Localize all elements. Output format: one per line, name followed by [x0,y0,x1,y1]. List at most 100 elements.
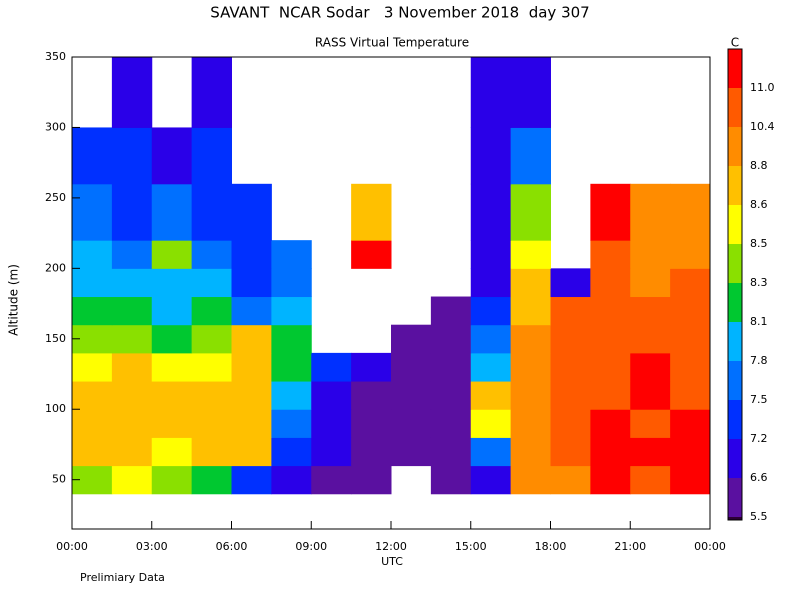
heat-cell [231,381,272,410]
y-tick-label: 200 [45,261,66,274]
heat-cell [590,183,631,241]
heat-cell [430,437,472,467]
heat-cell [311,409,352,438]
heat-cell [151,268,193,298]
heat-cell [271,296,312,326]
heat-cell [670,324,711,354]
heat-cell [111,296,153,326]
heat-cell [151,437,193,467]
heat-cell [72,240,113,269]
colorbar-segment [728,49,742,88]
heat-cell [391,437,432,467]
heat-cell [670,183,711,241]
heat-cell [231,352,272,382]
colorbar-frame [727,48,743,521]
heat-cell [590,465,631,495]
y-tick-label: 300 [45,120,66,133]
heat-cell [470,240,512,269]
heat-cell [550,437,591,467]
colorbar-segment [728,322,742,361]
colorbar-segment [728,205,742,244]
heat-cell [111,57,153,128]
heat-cell [470,381,512,410]
x-tick-label: 06:00 [216,540,248,553]
heat-cell [550,324,591,354]
chart-subtitle: RASS Virtual Temperature [315,36,469,50]
heat-cell [111,409,153,438]
heat-cell [430,381,472,410]
heat-cell [630,352,671,382]
x-tick-label: 00:00 [56,540,88,553]
heat-cell [151,409,193,438]
heat-cell [510,465,551,495]
heat-cell [271,409,312,438]
heat-cell [470,127,512,185]
heat-cell [630,437,671,467]
heat-cell [630,240,671,269]
heat-cell [510,240,551,269]
colorbar-tick-label: 6.6 [750,471,768,484]
heat-cell [351,352,392,382]
y-axis-label: Altitude (m) [7,264,21,336]
heat-cell [670,296,711,326]
heat-cell [72,296,113,326]
colorbar-segment [728,283,742,322]
heat-cell [271,352,312,382]
heat-cell [151,324,193,354]
x-axis-label: UTC [381,555,403,568]
heat-cell [191,465,232,495]
colorbar-tick-label: 8.5 [750,237,768,250]
y-tick-label: 150 [45,332,66,345]
colorbar-tick-label: 5.5 [750,510,768,523]
colorbar-segment [728,88,742,127]
heat-cell [470,324,512,354]
heat-cell [590,352,631,382]
heat-cell [670,409,711,438]
colorbar-tick-label: 10.4 [750,120,775,133]
heat-cell [630,268,671,298]
heat-cell [510,296,551,326]
heat-cell [151,352,193,382]
heat-cell [191,437,232,467]
heat-cell [231,437,272,467]
heat-cell [670,437,711,467]
x-tick-label: 12:00 [375,540,407,553]
x-tick-label: 00:00 [694,540,726,553]
heat-cell [231,240,272,269]
heat-cell [191,296,232,326]
heat-cell [151,240,193,269]
y-tick-label: 350 [45,50,66,63]
heat-cell [590,240,631,269]
heat-cell [191,324,232,354]
colorbar-segment [728,127,742,166]
colorbar-tick-label: 7.8 [750,354,768,367]
heat-cell [72,183,113,241]
heat-cell [311,437,352,467]
heat-cell [191,268,232,298]
colorbar-segment [728,166,742,205]
heat-cell [550,268,591,298]
heat-cell [111,437,153,467]
heat-cell [191,381,232,410]
heat-cell [630,409,671,438]
heat-cell [630,324,671,354]
heat-cell [72,127,113,185]
colorbar-segment [728,439,742,478]
heat-cell [72,409,113,438]
heat-cell [111,324,153,354]
colorbar-segment [728,400,742,439]
heat-cell [550,381,591,410]
heat-cell [510,268,551,298]
heat-cell [391,352,432,382]
heat-cell [550,409,591,438]
heat-cell [510,127,551,185]
heat-cell [111,381,153,410]
heat-cell [470,437,512,467]
heat-cell [590,409,631,438]
colorbar-tick-label: 11.0 [750,81,775,94]
heat-cell [510,381,551,410]
heat-cell [271,324,312,354]
heat-cell [351,381,392,410]
heat-cell [510,324,551,354]
